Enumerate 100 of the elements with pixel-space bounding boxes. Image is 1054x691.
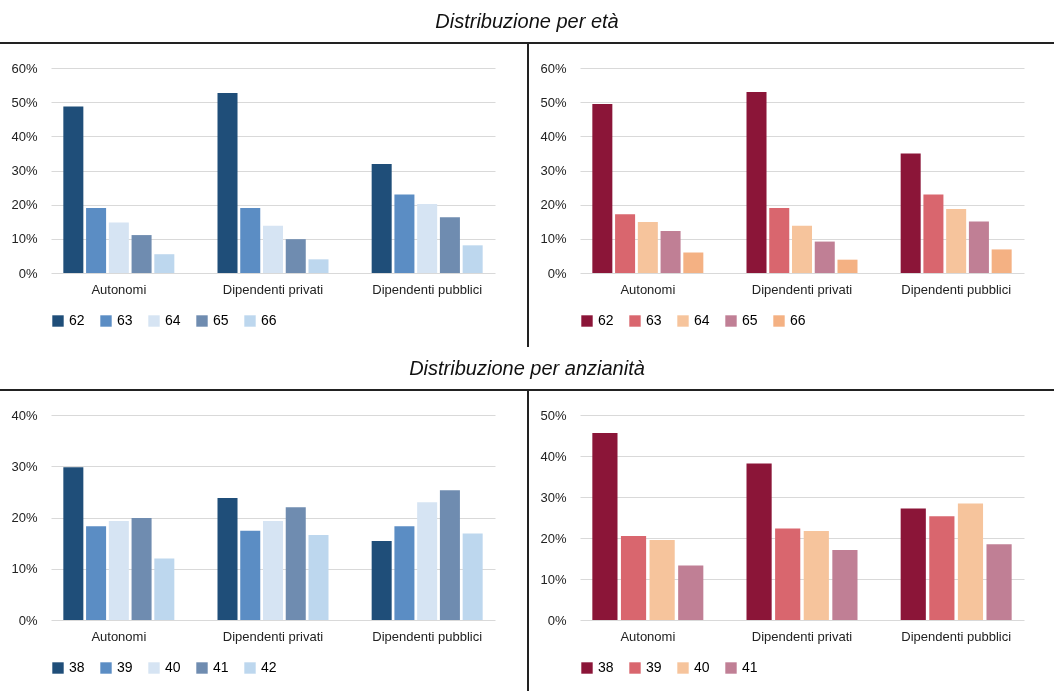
chart-title: Distribuzione per anzianità xyxy=(0,347,1054,391)
legend-label: 64 xyxy=(165,312,181,328)
bar xyxy=(154,558,175,620)
x-tick-label: Autonomi xyxy=(619,628,675,644)
y-tick-label: 0% xyxy=(18,612,38,628)
x-tick-label: Dipendenti privati xyxy=(751,281,852,297)
y-tick-label: 20% xyxy=(11,510,38,525)
bar xyxy=(86,526,107,620)
bar xyxy=(968,221,989,273)
bar xyxy=(308,534,329,620)
bar xyxy=(831,549,857,620)
bar xyxy=(394,194,415,273)
y-tick-label: 50% xyxy=(11,94,38,110)
bar xyxy=(240,208,261,273)
legend-label: 63 xyxy=(117,312,133,328)
legend-label: 65 xyxy=(213,312,229,328)
bar xyxy=(682,252,703,273)
legend-label: 41 xyxy=(741,659,758,675)
bar xyxy=(637,222,658,273)
bar xyxy=(108,222,129,273)
y-tick-label: 50% xyxy=(539,94,567,110)
bar xyxy=(922,194,943,273)
bar xyxy=(768,208,789,273)
legend-label: 40 xyxy=(165,659,181,675)
bar xyxy=(217,92,238,273)
bar xyxy=(439,217,460,273)
legend-label: 39 xyxy=(645,659,662,675)
y-tick-label: 40% xyxy=(11,128,38,144)
y-tick-label: 20% xyxy=(11,197,38,213)
bar xyxy=(108,521,129,620)
x-tick-label: Dipendenti pubblici xyxy=(900,281,1011,297)
bar xyxy=(836,259,857,273)
bar xyxy=(63,106,84,273)
bar xyxy=(371,541,392,620)
bar xyxy=(439,490,460,620)
y-tick-label: 40% xyxy=(539,448,567,464)
legend-label: 42 xyxy=(261,659,277,675)
bar xyxy=(928,516,954,620)
legend-label: 66 xyxy=(789,312,806,328)
bar xyxy=(614,214,635,273)
x-tick-label: Dipendenti pubblici xyxy=(900,628,1011,644)
bar xyxy=(417,502,438,620)
x-tick-label: Dipendenti privati xyxy=(222,281,324,297)
bar xyxy=(285,239,306,273)
bar xyxy=(746,91,767,273)
bar xyxy=(86,208,107,273)
bar xyxy=(462,245,483,273)
y-tick-label: 30% xyxy=(539,163,567,178)
bar xyxy=(991,249,1012,273)
bar xyxy=(63,467,84,620)
legend-label: 62 xyxy=(597,312,614,328)
bar xyxy=(394,526,415,620)
y-tick-label: 0% xyxy=(547,265,567,281)
bar xyxy=(791,225,812,273)
bar xyxy=(240,530,261,620)
legend-label: 64 xyxy=(693,312,710,328)
x-tick-label: Dipendenti privati xyxy=(222,628,324,644)
y-tick-label: 20% xyxy=(539,197,567,213)
y-tick-label: 40% xyxy=(11,407,38,423)
y-tick-label: 10% xyxy=(11,561,38,577)
legend-label: 41 xyxy=(213,659,229,675)
y-tick-label: 60% xyxy=(539,60,567,76)
bar xyxy=(957,503,983,620)
x-tick-label: Autonomi xyxy=(91,628,147,644)
bar xyxy=(262,521,284,620)
bar xyxy=(649,540,675,620)
y-tick-label: 20% xyxy=(539,530,567,546)
bar xyxy=(591,103,612,273)
bar xyxy=(620,535,646,620)
x-tick-label: Autonomi xyxy=(91,281,147,297)
y-tick-label: 10% xyxy=(539,231,567,247)
bar xyxy=(900,508,926,620)
y-tick-label: 60% xyxy=(11,60,38,76)
legend-label: 39 xyxy=(117,659,133,675)
bar xyxy=(945,209,966,273)
bar xyxy=(774,528,800,620)
chart-title: Distribuzione per età xyxy=(0,0,1054,44)
bar xyxy=(308,259,329,273)
bar xyxy=(462,533,483,620)
y-tick-label: 30% xyxy=(11,458,38,474)
legend-label: 38 xyxy=(69,659,85,675)
bar xyxy=(371,164,392,273)
legend-label: 62 xyxy=(69,312,85,328)
bar xyxy=(417,203,438,273)
bar xyxy=(985,544,1012,620)
y-tick-label: 10% xyxy=(539,571,567,587)
x-tick-label: Dipendenti privati xyxy=(751,628,852,644)
legend-label: 66 xyxy=(261,312,277,328)
legend-label: 65 xyxy=(741,312,758,328)
bar xyxy=(131,235,152,273)
y-tick-label: 50% xyxy=(539,407,567,423)
y-tick-label: 0% xyxy=(547,612,567,628)
y-tick-label: 40% xyxy=(539,128,567,144)
legend-label: 40 xyxy=(693,659,710,675)
bar xyxy=(803,531,829,620)
bar xyxy=(217,498,238,620)
y-tick-label: 30% xyxy=(11,163,38,178)
bar xyxy=(660,230,681,273)
bar xyxy=(131,518,152,620)
legend-label: 38 xyxy=(597,659,614,675)
